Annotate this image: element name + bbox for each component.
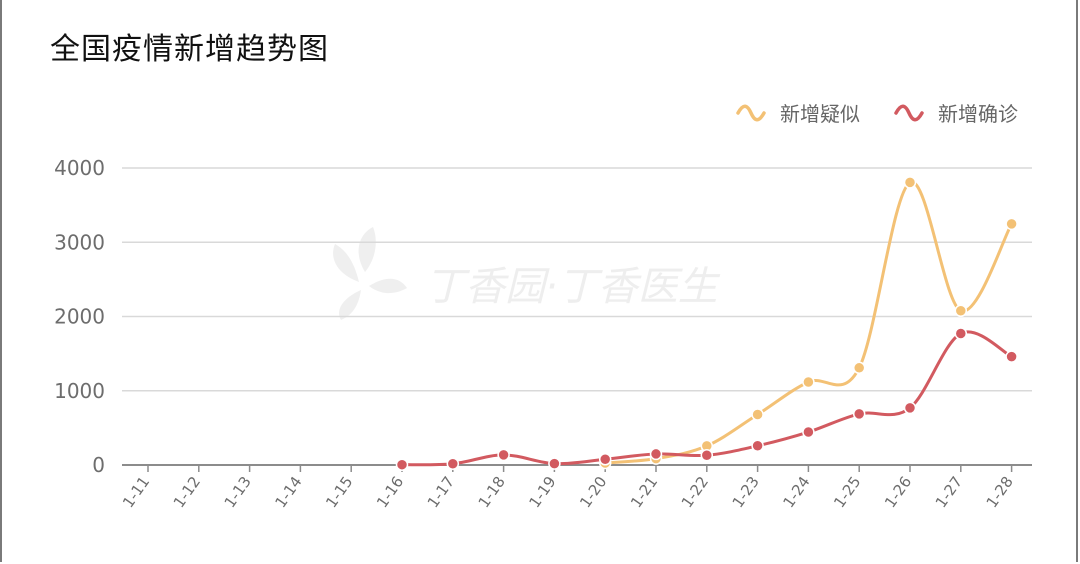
data-point: [548, 457, 561, 470]
data-point: [903, 176, 917, 189]
x-tick-label: 1-19: [525, 473, 559, 511]
series-confirmed: [395, 327, 1018, 471]
data-point: [852, 361, 866, 375]
data-point: [1005, 217, 1018, 231]
data-point: [700, 449, 714, 462]
x-tick-label: 1-20: [576, 473, 610, 511]
series-line: [603, 180, 1014, 465]
x-tick-label: 1-16: [373, 473, 407, 511]
watermark: 丁香园·丁香医生: [333, 227, 721, 320]
y-tick-label: 1000: [54, 379, 105, 403]
x-tick-label: 1-26: [881, 473, 915, 511]
x-tick-label: 1-21: [627, 473, 661, 511]
data-point: [751, 408, 764, 421]
axes: 0 1000 2000 3000 4000 1-11 1-12 1-13 1-14 1-15 1-1…: [54, 156, 1032, 511]
legend: 新增疑似 新增确诊: [736, 102, 1018, 126]
y-tick-label: 3000: [54, 230, 105, 254]
x-tick-label: 1-17: [424, 473, 458, 511]
data-point: [446, 457, 460, 470]
x-tick-label: 1-15: [322, 473, 356, 511]
grid: [122, 167, 1032, 392]
chart-title: 全国疫情新增趋势图: [50, 32, 329, 67]
data-point: [802, 375, 815, 389]
y-tick-label: 2000: [54, 305, 105, 329]
x-tick-label: 1-28: [983, 473, 1017, 511]
watermark-text: 丁香园·丁香医生: [425, 264, 721, 310]
y-tick-label: 0: [92, 453, 105, 477]
data-point: [751, 439, 764, 453]
legend-label: 新增确诊: [938, 102, 1018, 126]
y-tick-label: 4000: [54, 156, 105, 180]
data-point: [598, 453, 612, 466]
legend-swatch: [736, 104, 766, 122]
series-layer: [395, 176, 1018, 471]
x-tick-label: 1-23: [729, 473, 763, 511]
x-tick-label: 1-27: [932, 473, 966, 511]
legend-item-suspected: 新增疑似: [736, 102, 860, 126]
data-point: [903, 401, 917, 415]
legend-label: 新增疑似: [780, 102, 860, 126]
x-tick-label: 1-22: [678, 473, 712, 511]
data-point: [649, 447, 663, 461]
legend-item-confirmed: 新增确诊: [894, 102, 1018, 126]
data-point: [395, 458, 409, 471]
series-suspected: [598, 176, 1018, 470]
x-tick-label: 1-18: [475, 473, 509, 511]
data-point: [1005, 350, 1018, 363]
x-tick-label: 1-12: [170, 473, 204, 511]
x-tick-label: 1-24: [779, 473, 813, 511]
x-tick-label: 1-11: [119, 473, 153, 511]
data-point: [954, 327, 968, 340]
x-tick-label: 1-13: [221, 473, 255, 511]
data-point: [852, 407, 866, 421]
legend-swatch: [894, 104, 924, 122]
data-point: [802, 425, 815, 439]
data-point: [954, 304, 968, 318]
data-point: [497, 448, 510, 462]
x-tick-label: 1-14: [271, 473, 305, 511]
watermark-logo: [333, 227, 407, 320]
x-tick-label: 1-25: [830, 473, 864, 511]
